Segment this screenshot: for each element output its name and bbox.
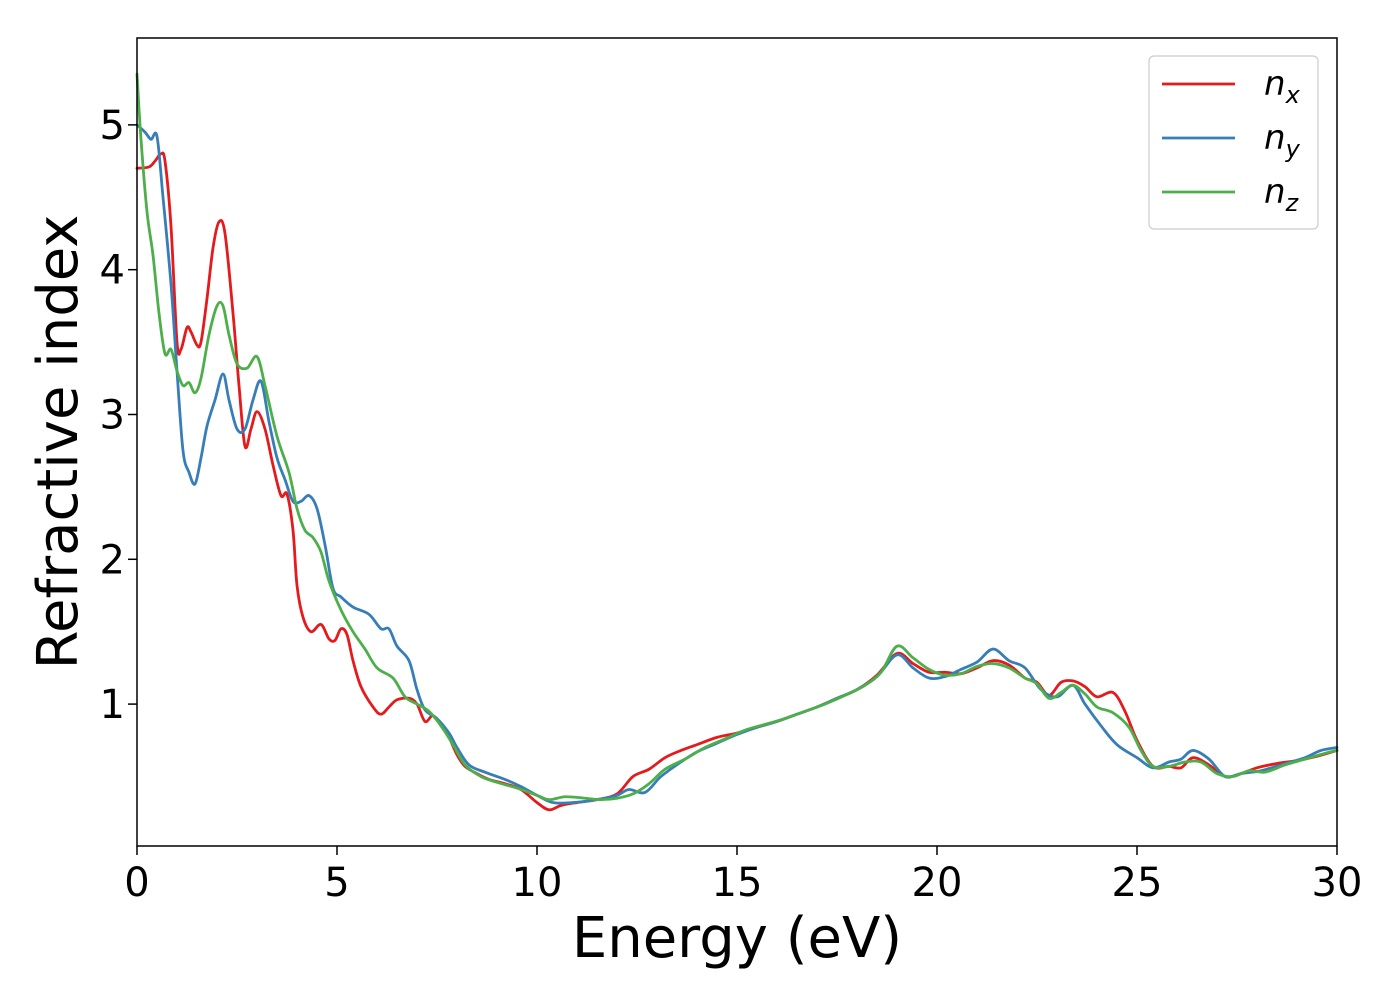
x-tick-label: 30	[1312, 860, 1363, 906]
y-tick-label: 4	[100, 248, 125, 294]
series-layer	[135, 72, 1339, 812]
legend-label-subscript: y	[1285, 135, 1301, 163]
legend-label-subscript: z	[1285, 189, 1300, 217]
series-line-nz	[135, 72, 1339, 802]
x-axis-ticks: 0 5 10 15 20 25 30	[124, 846, 1362, 906]
y-tick-label: 5	[100, 103, 125, 149]
legend-label-base: n	[1264, 118, 1286, 158]
x-axis-title: Energy (eV)	[572, 906, 902, 971]
x-tick-label: 5	[324, 860, 349, 906]
legend-label-nx: nx	[1264, 64, 1301, 109]
legend-box	[1148, 55, 1319, 230]
series-line-ny	[135, 123, 1339, 805]
legend-label-base: n	[1264, 172, 1286, 212]
y-tick-label: 1	[100, 682, 125, 728]
legend-label-base: n	[1264, 64, 1286, 104]
x-tick-label: 25	[1112, 860, 1163, 906]
x-tick-label: 10	[512, 860, 563, 906]
y-tick-label: 3	[100, 392, 125, 438]
x-tick-label: 0	[124, 860, 149, 906]
y-axis-title: Refractive index	[26, 215, 91, 670]
y-axis-ticks: 1 2 3 4 5	[100, 103, 137, 728]
legend-label-ny: ny	[1264, 118, 1301, 163]
x-tick-label: 15	[712, 860, 763, 906]
legend-label-subscript: x	[1285, 81, 1301, 109]
legend-label-nz: nz	[1264, 172, 1300, 217]
x-tick-label: 20	[912, 860, 963, 906]
y-tick-label: 2	[100, 537, 125, 583]
